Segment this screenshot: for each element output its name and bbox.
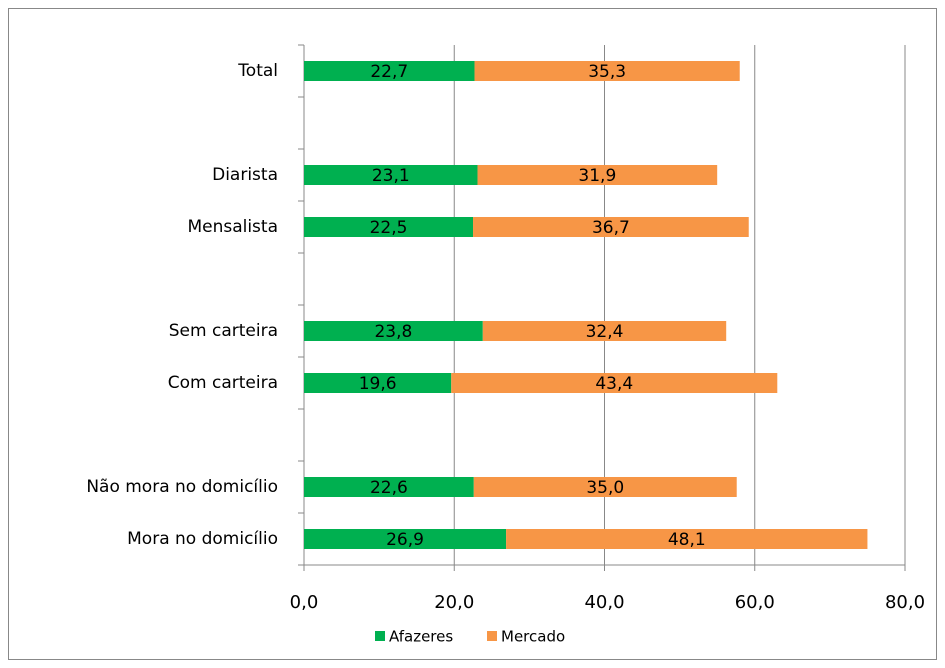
bar-segment <box>506 529 868 549</box>
bar-segment <box>304 477 474 497</box>
value-label: 43,4 <box>595 374 633 394</box>
value-label: 23,8 <box>374 322 412 342</box>
legend-swatch <box>375 631 385 641</box>
value-label: 22,6 <box>370 478 408 498</box>
value-label: 31,9 <box>578 166 616 186</box>
value-label: 23,1 <box>372 166 410 186</box>
y-tick-label: Com carteira <box>168 373 278 393</box>
value-label: 48,1 <box>668 530 706 550</box>
x-tick-label: 0,0 <box>290 592 319 613</box>
bar-segment <box>473 217 749 237</box>
bar-segment <box>304 529 507 549</box>
x-tick-label: 60,0 <box>735 592 775 613</box>
bar-segment <box>477 165 718 185</box>
value-label: 26,9 <box>386 530 424 550</box>
value-label: 22,7 <box>370 62 408 82</box>
x-tick-label: 80,0 <box>885 592 925 613</box>
bar-segment <box>304 217 474 237</box>
value-label: 36,7 <box>592 218 630 238</box>
bar-segment <box>304 321 483 341</box>
y-tick-label: Diarista <box>212 165 278 185</box>
bar-segment <box>304 61 475 81</box>
value-label: 35,0 <box>586 478 624 498</box>
y-tick-label: Não mora no domicílio <box>86 477 278 497</box>
legend-label: Afazeres <box>389 628 453 646</box>
y-tick-label: Mensalista <box>187 217 278 237</box>
legend-label: Mercado <box>501 628 565 646</box>
value-label: 32,4 <box>586 322 624 342</box>
legend-swatch <box>487 631 497 641</box>
bar-segment <box>482 321 727 341</box>
bar-segment <box>304 165 478 185</box>
y-tick-label: Mora no domicílio <box>127 529 278 549</box>
bar-segment <box>304 373 452 393</box>
x-tick-label: 40,0 <box>584 592 624 613</box>
value-label: 22,5 <box>370 218 408 238</box>
y-tick-label: Sem carteira <box>169 321 278 341</box>
value-label: 19,6 <box>359 374 397 394</box>
bar-segment <box>473 477 737 497</box>
bar-segment <box>474 61 740 81</box>
x-tick-label: 20,0 <box>434 592 474 613</box>
value-label: 35,3 <box>588 62 626 82</box>
bar-segment <box>451 373 778 393</box>
y-tick-label: Total <box>237 61 278 81</box>
